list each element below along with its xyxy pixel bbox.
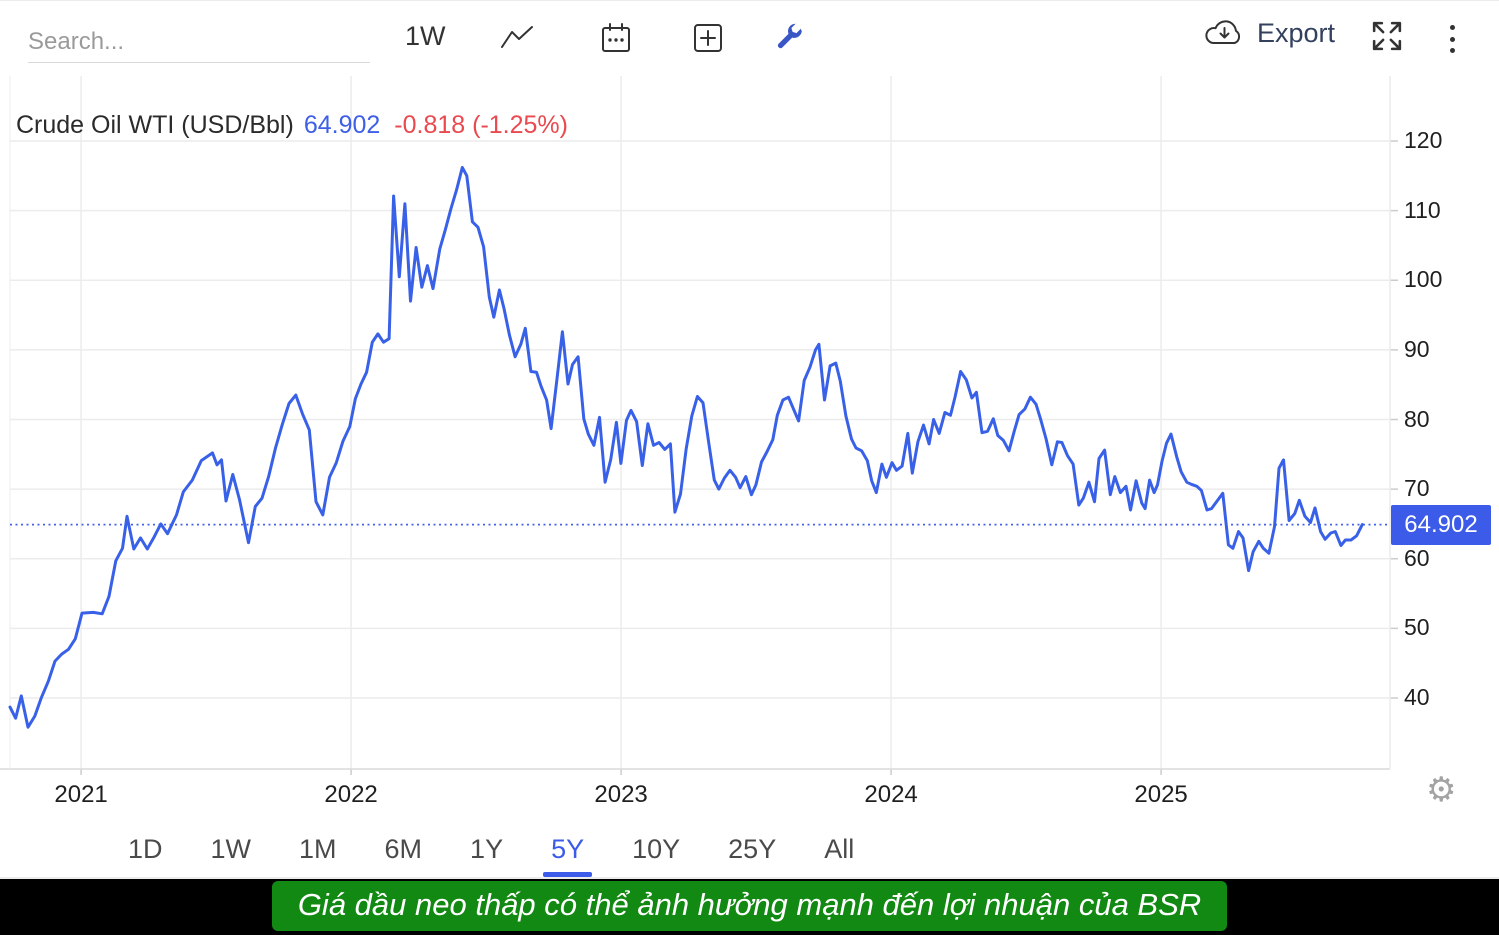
x-axis-label: 2025 [1134,781,1188,808]
export-label: Export [1257,17,1336,48]
y-axis-label: 50 [1404,614,1430,641]
tab-1m[interactable]: 1M [299,833,337,864]
y-axis-label: 70 [1404,475,1430,502]
y-axis-label: 90 [1404,335,1430,362]
export-button[interactable]: Export [1203,17,1335,49]
x-axis-label: 2023 [594,781,648,808]
y-axis-label: 80 [1404,405,1430,432]
kebab-dot [1449,25,1455,30]
search-input[interactable] [28,21,370,63]
line-chart-icon [501,26,533,48]
x-axis-label: 2024 [864,781,918,808]
fullscreen-icon [1372,21,1402,51]
price-change: -0.818 (-1.25%) [394,111,568,139]
tab-5y[interactable]: 5Y [535,821,600,877]
search-box [28,21,370,63]
y-axis-label: 100 [1404,266,1443,293]
indicators-button[interactable] [770,19,808,57]
wrench-icon [777,23,802,49]
current-price-tag: 64.902 [1391,504,1491,545]
instrument-name: Crude Oil WTI (USD/Bbl) [16,111,294,139]
y-axis-label: 40 [1404,684,1430,710]
toolbar: 1W [0,1,1499,76]
kebab-dot [1449,36,1455,42]
price-line-series [8,166,1364,729]
tab-all[interactable]: All [824,833,855,864]
tab-10y[interactable]: 10Y [632,833,681,864]
y-axis-label: 110 [1404,196,1441,223]
price-chart-plot-area[interactable] [0,1,1499,821]
tab-1w[interactable]: 1W [210,833,252,864]
compare-add-button[interactable] [689,19,727,57]
more-menu-button[interactable] [1442,21,1462,57]
kebab-dot [1449,48,1455,53]
chart-type-button[interactable] [498,19,536,57]
settings-gear-icon[interactable]: ⚙ [1426,771,1457,809]
chart-region: Crude Oil WTI (USD/Bbl) 64.902 -0.818 (-1.… [0,1,1499,821]
y-axis-label: 60 [1404,544,1430,571]
tab-1d[interactable]: 1D [128,833,163,864]
x-axis-label: 2022 [324,781,378,808]
caption-banner: Giá dầu neo thấp có thể ảnh hưởng mạnh đ… [271,881,1228,931]
caption-strip: Giá dầu neo thấp có thể ảnh hưởng mạnh đ… [0,879,1499,935]
range-tabbar: 1D 1W 1M 6M 1Y 5Y 10Y 25Y All [0,821,1499,879]
tab-6m[interactable]: 6M [384,833,423,864]
last-price: 64.902 [303,111,381,139]
chart-title: Crude Oil WTI (USD/Bbl) 64.902 -0.818 (-1.… [16,111,568,140]
tab-25y[interactable]: 25Y [728,833,777,864]
cloud-download-icon [1205,20,1241,45]
fullscreen-button[interactable] [1368,17,1406,55]
tab-1y[interactable]: 1Y [470,833,504,864]
date-range-button[interactable] [597,19,635,57]
plus-square-icon [694,24,722,52]
y-axis-label: 120 [1404,127,1443,153]
calendar-icon [602,23,630,52]
interval-selector[interactable]: 1W [405,21,446,51]
x-axis-label: 2021 [54,781,108,808]
